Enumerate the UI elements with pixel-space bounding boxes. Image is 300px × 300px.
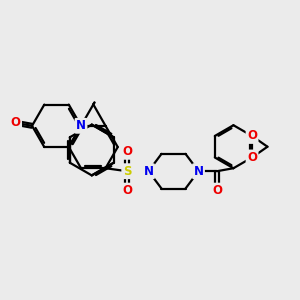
Text: O: O: [247, 151, 257, 164]
Text: O: O: [122, 184, 132, 197]
Text: O: O: [122, 145, 132, 158]
Text: N: N: [143, 165, 154, 178]
Text: S: S: [123, 165, 131, 178]
Text: N: N: [76, 119, 86, 132]
Text: N: N: [194, 165, 203, 178]
Text: O: O: [11, 116, 21, 129]
Text: O: O: [212, 184, 222, 197]
Text: O: O: [247, 130, 257, 142]
